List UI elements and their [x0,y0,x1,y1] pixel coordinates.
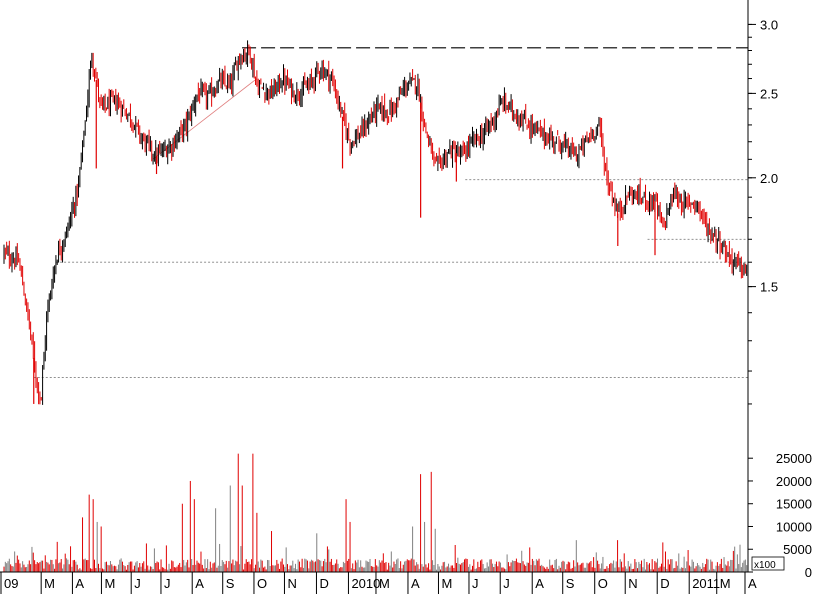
time-tick-label: D [319,576,328,591]
time-tick-label: 2011 [692,576,720,591]
time-tick-label: J [503,576,510,591]
time-tick-label: A [411,576,420,591]
price-tick-label: 2.5 [760,86,778,101]
volume-multiplier-box [751,556,785,571]
time-tick-label: 09 [4,576,18,591]
time-tick-label: J [164,576,171,591]
volume-multiplier-label: x100 [754,560,776,571]
time-tick-label: A [748,576,757,591]
price-tick-label: 3.0 [760,17,778,32]
time-tick-label: S [226,576,235,591]
volume-tick-label: 20000 [776,474,812,489]
time-tick-label: N [628,576,637,591]
volume-panel [3,453,749,572]
time-tick-label: 2010 [351,576,380,591]
volume-tick-label: 10000 [776,519,812,534]
volume-tick-label: 25000 [776,451,812,466]
time-tick-label: D [660,576,669,591]
time-tick-label: J [134,576,141,591]
time-tick-label: A [535,576,544,591]
time-tick-label: M [104,576,115,591]
time-tick-label: J [472,576,479,591]
time-tick-label: O [598,576,608,591]
time-tick-label: A [75,576,84,591]
time-tick-label: S [566,576,575,591]
time-tick-label: M [720,576,731,591]
time-tick-label: M [379,576,390,591]
time-tick-label: M [44,576,55,591]
price-panel [3,40,749,405]
time-tick-label: M [441,576,452,591]
volume-tick-label: 0 [805,565,812,580]
time-tick-label: A [195,576,204,591]
price-tick-label: 2.0 [760,171,778,186]
volume-tick-label: 5000 [783,542,812,557]
time-tick-label: O [257,576,267,591]
price-tick-label: 1.5 [760,280,778,295]
time-tick-label: N [287,576,296,591]
volume-tick-label: 15000 [776,497,812,512]
